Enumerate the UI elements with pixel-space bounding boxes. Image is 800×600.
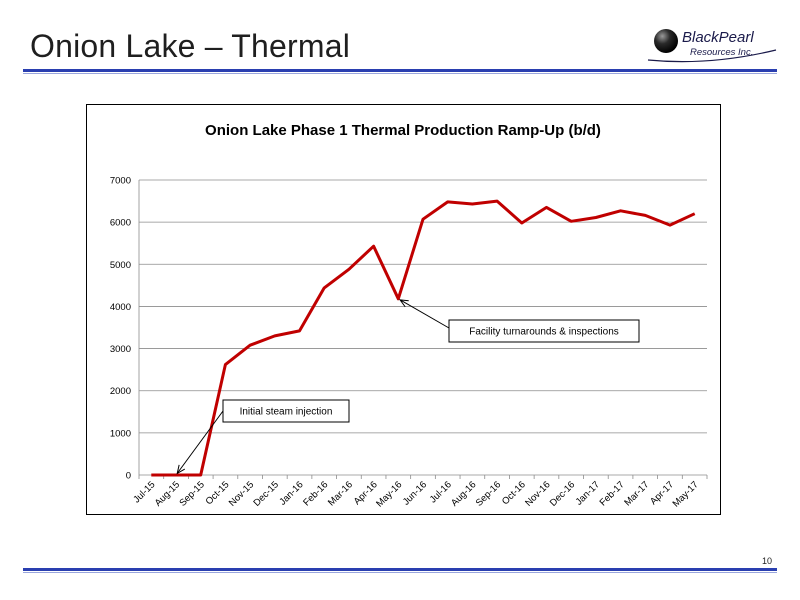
x-tick-label: Jun-16 xyxy=(401,479,429,507)
x-tick-label: Sep-16 xyxy=(474,479,503,508)
x-tick-label: Sep-15 xyxy=(177,479,206,508)
y-tick-label: 3000 xyxy=(110,344,131,355)
header-rule-thin xyxy=(23,73,777,74)
x-tick-label: Dec-15 xyxy=(252,479,281,508)
x-tick-label: Aug-15 xyxy=(153,479,182,508)
annotation-box xyxy=(222,399,350,423)
page-number: 10 xyxy=(762,556,773,566)
x-tick-label: Oct-16 xyxy=(500,479,528,507)
y-tick-label: 4000 xyxy=(110,302,131,313)
annotation-label: Facility turnarounds & inspections xyxy=(469,327,619,338)
annotation-label: Initial steam injection xyxy=(240,407,333,418)
logo-line1: BlackPearl xyxy=(682,29,754,46)
x-tick-label: Dec-16 xyxy=(548,479,577,508)
logo-swoosh xyxy=(647,49,777,63)
annotation-arrow xyxy=(399,299,450,329)
x-tick-label: Jan-17 xyxy=(574,479,602,507)
x-tick-label: Nov-16 xyxy=(523,479,552,508)
production-chart: Onion Lake Phase 1 Thermal Production Ra… xyxy=(110,122,708,510)
x-tick-label: Aug-16 xyxy=(449,479,478,508)
x-tick-label: Oct-15 xyxy=(204,479,232,507)
y-tick-label: 0 xyxy=(126,471,131,482)
x-tick-label: Feb-16 xyxy=(301,479,330,508)
y-tick-label: 7000 xyxy=(110,176,131,187)
annotation-arrowhead xyxy=(398,299,409,308)
y-tick-label: 2000 xyxy=(110,386,131,397)
x-tick-label: Feb-17 xyxy=(598,479,627,508)
y-tick-label: 6000 xyxy=(110,218,131,229)
x-tick-label: May-17 xyxy=(671,479,701,509)
x-tick-label: Nov-15 xyxy=(227,479,256,508)
x-tick-label: Mar-17 xyxy=(622,479,651,508)
annotation-arrowhead xyxy=(176,464,186,475)
footer-rule xyxy=(23,568,777,571)
x-tick-label: Jan-16 xyxy=(277,479,305,507)
header-rule xyxy=(23,69,777,72)
y-tick-label: 1000 xyxy=(110,428,131,439)
pearl-icon xyxy=(654,29,678,53)
x-tick-label: May-16 xyxy=(374,479,404,509)
slide-title: Onion Lake – Thermal xyxy=(30,28,351,64)
y-tick-label: 5000 xyxy=(110,260,131,271)
annotation-box xyxy=(448,319,640,343)
chart-container: Onion Lake Phase 1 Thermal Production Ra… xyxy=(86,104,721,515)
chart-title: Onion Lake Phase 1 Thermal Production Ra… xyxy=(205,122,601,139)
footer-rule-thin xyxy=(23,572,777,573)
x-tick-label: Mar-16 xyxy=(326,479,355,508)
company-logo: BlackPearl Resources Inc. xyxy=(640,20,780,70)
logo-line2: Resources Inc. xyxy=(690,47,753,58)
annotation-arrow xyxy=(176,410,224,474)
